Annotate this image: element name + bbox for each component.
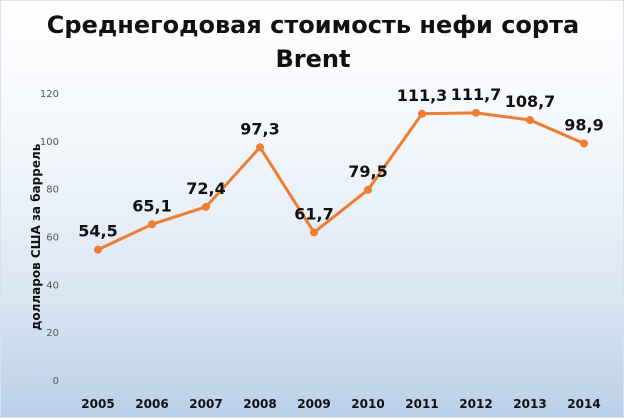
data-label: 108,7 <box>505 92 556 111</box>
x-tick-label: 2011 <box>405 397 438 411</box>
data-label: 79,5 <box>348 162 387 181</box>
x-tick-label: 2005 <box>81 397 114 411</box>
data-point <box>256 143 264 152</box>
data-label: 65,1 <box>132 196 171 215</box>
data-label: 111,7 <box>451 85 502 104</box>
chart-title-line-2: Brent <box>275 45 351 73</box>
data-point <box>364 185 372 194</box>
y-tick-label: 120 <box>40 89 59 100</box>
y-tick-label: 100 <box>40 137 59 148</box>
data-point <box>94 245 102 254</box>
x-tick-label: 2010 <box>351 397 384 411</box>
x-tick-label: 2008 <box>243 397 276 411</box>
data-point <box>526 116 534 125</box>
y-tick-label: 20 <box>46 328 59 339</box>
data-point <box>580 139 588 148</box>
chart-title-line-1: Среднегодовая стоимость нефи сорта <box>46 11 580 39</box>
data-label: 72,4 <box>186 179 225 198</box>
y-tick-label: 0 <box>53 376 59 387</box>
y-tick-label: 40 <box>46 280 59 291</box>
x-tick-label: 2006 <box>135 397 168 411</box>
y-tick-label: 80 <box>46 185 59 196</box>
x-tick-label: 2009 <box>297 397 330 411</box>
data-label: 98,9 <box>564 115 603 134</box>
data-label: 54,5 <box>78 222 117 241</box>
x-tick-label: 2014 <box>567 397 600 411</box>
data-label: 61,7 <box>294 204 333 223</box>
data-point <box>310 228 318 237</box>
data-label: 111,3 <box>397 86 448 105</box>
x-tick-label: 2012 <box>459 397 492 411</box>
x-tick-label: 2007 <box>189 397 222 411</box>
data-point <box>418 109 426 118</box>
data-point <box>202 202 210 211</box>
data-label: 97,3 <box>240 119 279 138</box>
data-point <box>472 108 480 117</box>
y-tick-label: 60 <box>46 233 59 244</box>
x-tick-label: 2013 <box>513 397 546 411</box>
data-point <box>148 220 156 229</box>
series-line <box>97 111 585 252</box>
